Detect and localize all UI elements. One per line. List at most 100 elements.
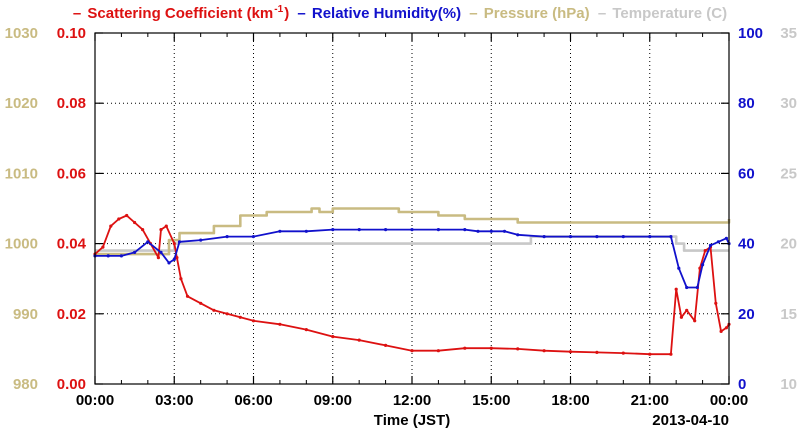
series-point-humidity bbox=[177, 240, 182, 244]
series-point-humidity bbox=[199, 238, 203, 242]
series-point-scattering bbox=[212, 308, 216, 312]
pressure-tick-label: 990 bbox=[13, 306, 38, 323]
series-point-scattering bbox=[621, 351, 625, 355]
series-point-scattering bbox=[331, 335, 335, 339]
series-point-humidity bbox=[595, 235, 599, 239]
series-line-humidity bbox=[95, 228, 730, 289]
humidity-tick-label: 40 bbox=[738, 236, 755, 253]
series-point-humidity bbox=[133, 250, 137, 254]
humidity-tick-label: 80 bbox=[738, 95, 755, 112]
series-point-scattering bbox=[109, 224, 113, 228]
series-point-scattering bbox=[542, 349, 546, 353]
humidity-tick-label: 100 bbox=[738, 25, 763, 42]
series-point-humidity bbox=[502, 229, 507, 233]
series-point-humidity bbox=[669, 235, 673, 239]
legend-scattering: – Scattering Coefficient (km-1) bbox=[72, 4, 290, 22]
series-point-humidity bbox=[463, 228, 467, 232]
temperature-tick-label: 15 bbox=[780, 306, 797, 323]
x-axis-title: Time (JST) bbox=[374, 412, 450, 429]
series-point-humidity bbox=[489, 229, 493, 233]
series-point-humidity bbox=[621, 235, 625, 239]
series-point-scattering bbox=[669, 352, 673, 356]
chart-legend: – Scattering Coefficient (km-1) – Relati… bbox=[0, 4, 800, 22]
series-point-humidity bbox=[304, 229, 308, 233]
x-tick-label: 09:00 bbox=[314, 392, 352, 409]
series-point-scattering bbox=[125, 213, 129, 218]
series-point-scattering bbox=[141, 228, 145, 232]
scattering-tick-label: 0.04 bbox=[57, 236, 87, 253]
grid-lines bbox=[95, 33, 729, 384]
series-point-scattering bbox=[648, 352, 652, 356]
series-point-scattering bbox=[172, 242, 176, 246]
series-point-scattering bbox=[516, 347, 520, 351]
series-point-humidity bbox=[648, 235, 652, 239]
series-point-scattering bbox=[714, 301, 718, 305]
scattering-tick-label: 0.06 bbox=[57, 165, 86, 182]
series-point-scattering bbox=[719, 329, 723, 333]
axis-labels: 00:00 03:00 06:00 09:00 12:00 15:00 18:00 21:00… bbox=[5, 25, 797, 429]
series-point-scattering bbox=[251, 319, 256, 323]
x-tick-label: 21:00 bbox=[631, 392, 669, 409]
series-point-humidity bbox=[225, 235, 229, 239]
series-point-scattering bbox=[463, 346, 467, 350]
series-point-humidity bbox=[106, 254, 110, 258]
series-point-humidity bbox=[436, 228, 440, 232]
scattering-tick-label: 0.10 bbox=[57, 25, 86, 42]
series-point-scattering bbox=[679, 315, 684, 319]
series-point-humidity bbox=[701, 263, 705, 267]
x-tick-label: 12:00 bbox=[393, 392, 431, 409]
temperature-tick-label: 25 bbox=[780, 165, 797, 182]
series-point-humidity bbox=[568, 235, 573, 239]
series-point-humidity bbox=[159, 250, 163, 254]
series-point-scattering bbox=[436, 349, 440, 353]
series-point-humidity bbox=[542, 235, 546, 239]
series-point-scattering bbox=[199, 301, 203, 305]
series-point-humidity bbox=[677, 266, 681, 270]
pressure-tick-label: 1000 bbox=[5, 236, 38, 253]
x-tick-label: 00:00 bbox=[76, 392, 114, 409]
series-point-scattering bbox=[595, 350, 599, 354]
series-point-humidity bbox=[146, 240, 150, 244]
date-label: 2013-04-10 bbox=[652, 412, 729, 429]
series-point-humidity bbox=[410, 228, 414, 232]
x-tick-label: 15:00 bbox=[472, 392, 510, 409]
temperature-tick-label: 30 bbox=[780, 95, 797, 112]
series-point-humidity bbox=[516, 233, 520, 237]
series-point-scattering bbox=[693, 319, 697, 323]
series-point-humidity bbox=[119, 254, 123, 258]
series-point-scattering bbox=[357, 338, 361, 342]
series-point-scattering bbox=[489, 346, 493, 350]
legend-temperature: – Temperature (C) bbox=[597, 5, 728, 22]
series-point-humidity bbox=[172, 257, 176, 261]
series-point-scattering bbox=[278, 322, 282, 326]
series-point-scattering bbox=[568, 350, 573, 354]
scattering-tick-label: 0.08 bbox=[57, 95, 86, 112]
series-point-scattering bbox=[179, 277, 183, 281]
humidity-tick-label: 0 bbox=[738, 376, 746, 393]
series-point-scattering bbox=[685, 308, 689, 312]
scattering-tick-label: 0.00 bbox=[57, 376, 86, 393]
series-point-scattering bbox=[159, 228, 163, 232]
pressure-tick-label: 1030 bbox=[5, 25, 38, 42]
humidity-tick-label: 20 bbox=[738, 306, 755, 323]
axis-ticks bbox=[94, 32, 730, 385]
series-lines bbox=[93, 207, 731, 356]
series-point-scattering bbox=[304, 328, 308, 332]
series-point-scattering bbox=[724, 326, 729, 330]
series-point-humidity bbox=[357, 228, 361, 232]
x-tick-label: 18:00 bbox=[551, 392, 589, 409]
pressure-tick-label: 1020 bbox=[5, 95, 38, 112]
pressure-tick-label: 1010 bbox=[5, 165, 38, 182]
series-point-humidity bbox=[278, 229, 282, 233]
series-point-scattering bbox=[175, 256, 179, 260]
scattering-tick-label: 0.02 bbox=[57, 306, 86, 323]
series-point-scattering bbox=[101, 245, 105, 249]
series-point-scattering bbox=[117, 217, 121, 221]
pressure-tick-label: 980 bbox=[13, 376, 38, 393]
series-line-pressure bbox=[95, 207, 731, 256]
x-tick-label: 03:00 bbox=[155, 392, 193, 409]
series-point-humidity bbox=[476, 229, 480, 233]
series-point-scattering bbox=[674, 287, 678, 291]
temperature-tick-label: 20 bbox=[780, 236, 797, 253]
